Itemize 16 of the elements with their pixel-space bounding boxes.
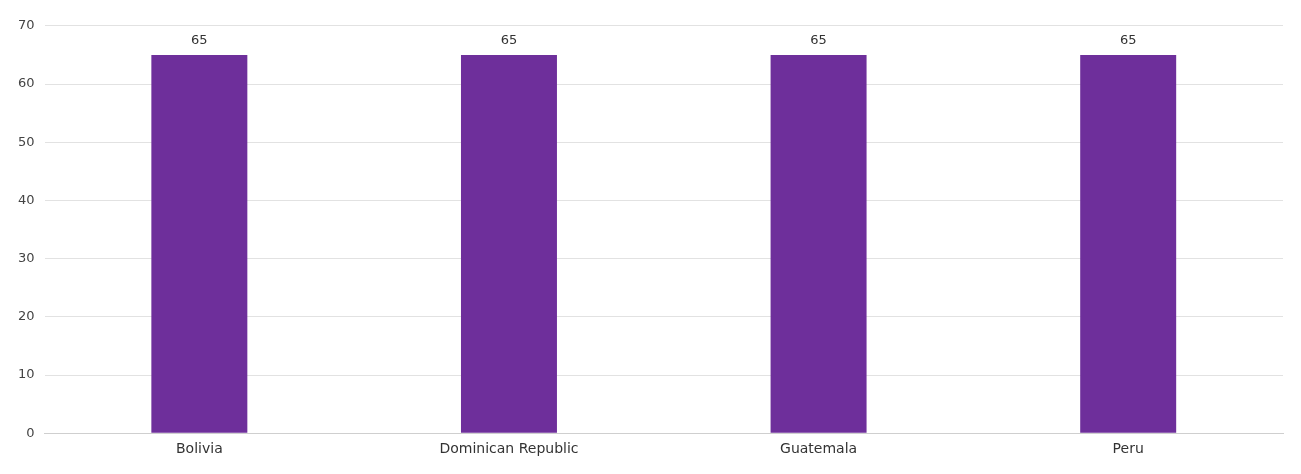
x-tick-label: Dominican Republic xyxy=(439,440,579,457)
data-label: 65 xyxy=(810,31,827,47)
y-tick-label: 20 xyxy=(18,308,35,324)
data-label: 65 xyxy=(191,31,208,47)
x-tick-label: Guatemala xyxy=(780,440,858,457)
y-tick-label: 40 xyxy=(18,191,35,207)
x-tick-label: Peru xyxy=(1112,440,1144,457)
y-tick-label: 10 xyxy=(18,366,35,382)
y-tick-label: 60 xyxy=(18,75,35,91)
y-tick-label: 0 xyxy=(26,424,35,440)
x-tick-label: Bolivia xyxy=(176,440,223,457)
y-tick-label: 70 xyxy=(18,17,35,33)
y-tick-label: 50 xyxy=(18,133,35,149)
data-label: 65 xyxy=(1119,31,1137,47)
y-tick-label: 30 xyxy=(18,249,35,265)
data-label: 65 xyxy=(500,31,518,47)
